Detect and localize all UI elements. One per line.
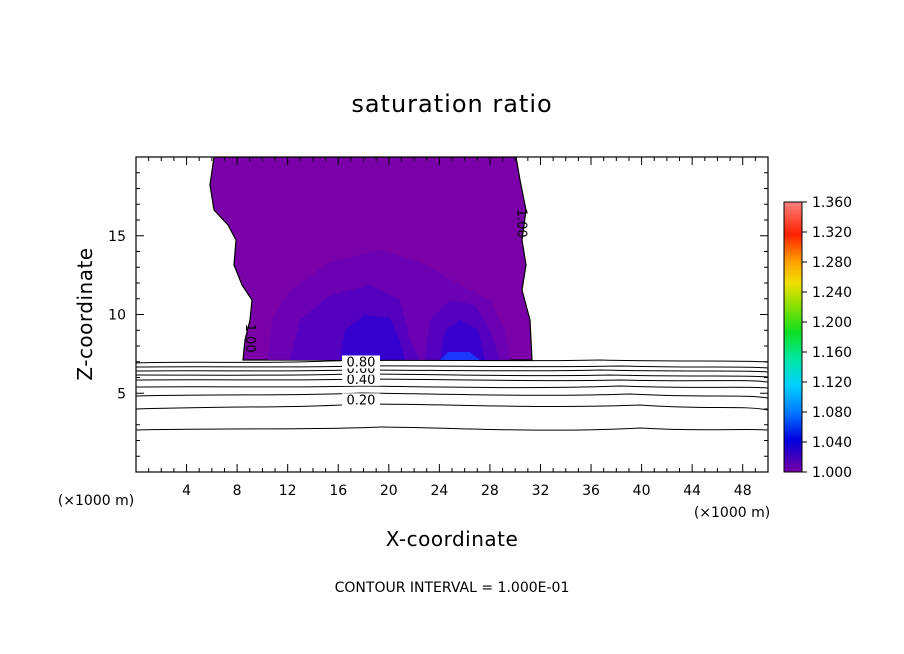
colorbar-tick-label: 1.160 [812, 345, 852, 361]
colorbar-tick-label: 1.320 [812, 225, 852, 241]
contour-label: 0.40 [347, 373, 376, 388]
saturation-core-deep [340, 315, 405, 360]
colorbar-tick-label: 1.280 [812, 255, 852, 271]
contour-label-bg [341, 393, 380, 407]
x-tick-label: 32 [532, 483, 550, 499]
colorbar-ticks: 1.000 1.040 1.080 1.120 1.160 1.200 1.240 1.280… [802, 195, 852, 481]
colorbar-tick-label: 1.040 [812, 435, 852, 451]
colorbar-tick-label: 1.120 [812, 375, 852, 391]
x-tick-label: 40 [633, 483, 651, 499]
colorbar-tick-label: 1.080 [812, 405, 852, 421]
contour-label-bg [341, 372, 380, 386]
contour-label-bg [341, 355, 380, 369]
x-tick-label: 12 [279, 483, 297, 499]
colorbar [783, 201, 803, 473]
y-axis-label: Z-coordinate [73, 247, 97, 380]
contour-label: 0.20 [347, 393, 376, 408]
y-ticks: 5 10 15 [108, 172, 768, 457]
contour-lines [136, 359, 768, 431]
x-tick-label: 20 [380, 483, 398, 499]
x-ticks: 4 8 12 16 20 24 28 32 36 40 44 48 [148, 157, 756, 499]
contour-interval-note: CONTOUR INTERVAL = 1.000E-01 [335, 580, 570, 596]
x-axis-label: X-coordinate [386, 527, 519, 551]
colorbar-tick-label: 1.240 [812, 285, 852, 301]
chart-title: saturation ratio [351, 90, 552, 118]
x-tick-label: 36 [582, 483, 600, 499]
x-tick-label: 44 [683, 483, 701, 499]
x-tick-label: 28 [481, 483, 499, 499]
colorbar-tick-label: 1.000 [812, 465, 852, 481]
plot-area [136, 157, 768, 431]
x-tick-label: 4 [182, 483, 191, 499]
x-tick-label: 48 [734, 483, 752, 499]
contour-label: 1.00 [242, 324, 257, 353]
x-tick-label: 24 [430, 483, 448, 499]
contour-labels: 0.200.400.600.801.001.00 [242, 209, 529, 409]
saturation-high [440, 352, 480, 360]
y-unit-label: (×1000 m) [58, 493, 134, 509]
x-unit-label: (×1000 m) [694, 505, 770, 521]
contour-label: 0.80 [347, 355, 376, 370]
y-tick-label: 10 [108, 308, 126, 324]
x-tick-label: 16 [329, 483, 347, 499]
colorbar-tick-label: 1.360 [812, 195, 852, 211]
colorbar-tick-label: 1.200 [812, 315, 852, 331]
x-tick-label: 8 [233, 483, 242, 499]
saturation-core-deep-right [440, 320, 485, 360]
contour-label: 1.00 [514, 209, 529, 238]
y-tick-label: 15 [108, 229, 126, 245]
y-tick-label: 5 [117, 386, 126, 402]
